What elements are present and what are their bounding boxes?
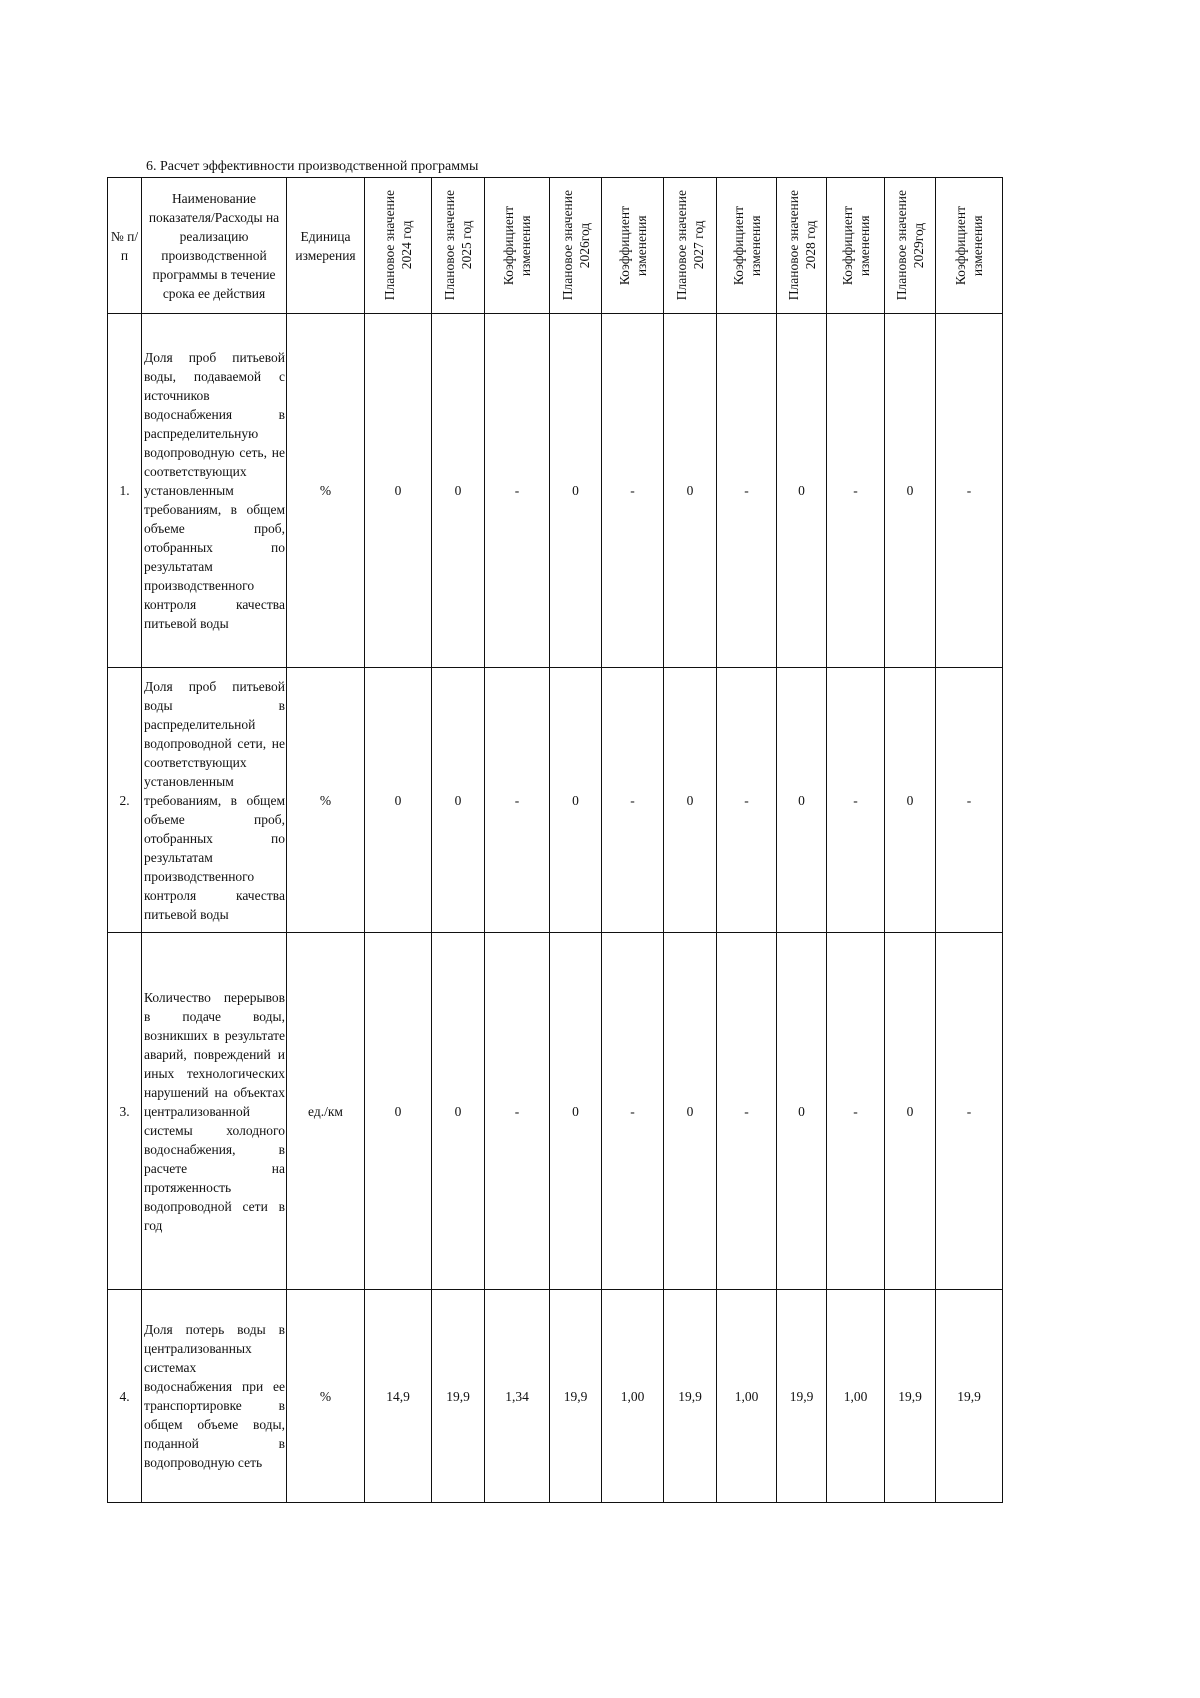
value-cell: 1,34 [484, 1289, 550, 1503]
value-cell: 0 [431, 667, 485, 933]
header-col-label: Плановое значение 2024 год [382, 190, 414, 301]
table-row: 1. Доля проб питьевой воды, подаваемой с … [107, 313, 1003, 668]
value-cell: 0 [663, 313, 717, 668]
value-cell: 19,9 [549, 1289, 602, 1503]
table-row: 2. Доля проб питьевой воды в распределите… [107, 667, 1003, 933]
value-cell: - [716, 667, 777, 933]
row-number: 2. [107, 667, 142, 933]
header-unit: Единица измерения [286, 177, 365, 314]
value-cell: 19,9 [431, 1289, 485, 1503]
table-row: 4. Доля потерь воды в централизованных си… [107, 1289, 1003, 1503]
indicator-name: Доля проб питьевой воды, подаваемой с ис… [141, 313, 287, 668]
unit: ед./км [286, 932, 365, 1290]
header-col: Плановое значение 2027 год [663, 177, 717, 314]
value-cell: 0 [364, 932, 432, 1290]
header-col-label: Коэффициент изменения [839, 205, 872, 286]
value-cell: 19,9 [884, 1289, 936, 1503]
value-cell: - [601, 313, 664, 668]
header-num: № п/п [107, 177, 142, 314]
unit: % [286, 313, 365, 668]
value-cell: - [484, 313, 550, 668]
value-cell: - [826, 932, 885, 1290]
value-cell: 0 [663, 932, 717, 1290]
value-cell: 0 [549, 667, 602, 933]
header-col: Плановое значение 2024 год [364, 177, 432, 314]
value-cell: 0 [549, 932, 602, 1290]
unit: % [286, 1289, 365, 1503]
header-col-label: Плановое значение 2026год [559, 190, 592, 301]
value-cell: - [935, 932, 1003, 1290]
value-cell: - [716, 313, 777, 668]
row-number: 1. [107, 313, 142, 668]
value-cell: 0 [884, 313, 936, 668]
value-cell: 19,9 [776, 1289, 827, 1503]
header-col: Коэффициент изменения [826, 177, 885, 314]
header-col: Коэффициент изменения [601, 177, 664, 314]
header-col-label: Коэффициент изменения [616, 205, 649, 286]
value-cell: 0 [776, 932, 827, 1290]
value-cell: 14,9 [364, 1289, 432, 1503]
header-col: Коэффициент изменения [935, 177, 1003, 314]
header-col-label: Коэффициент изменения [730, 205, 763, 286]
value-cell: - [935, 313, 1003, 668]
value-cell: 0 [663, 667, 717, 933]
indicator-name: Доля проб питьевой воды в распределитель… [141, 667, 287, 933]
row-number: 3. [107, 932, 142, 1290]
value-cell: 0 [364, 667, 432, 933]
value-cell: 0 [884, 932, 936, 1290]
unit: % [286, 667, 365, 933]
header-name: Наименование показателя/Расходы на реали… [141, 177, 287, 314]
indicator-name: Доля потерь воды в централизованных сист… [141, 1289, 287, 1503]
value-cell: - [484, 932, 550, 1290]
value-cell: 1,00 [716, 1289, 777, 1503]
value-cell: - [601, 667, 664, 933]
header-col: Коэффициент изменения [484, 177, 550, 314]
header-row: № п/п Наименование показателя/Расходы на… [107, 177, 1003, 314]
header-col: Плановое значение 2028 год [776, 177, 827, 314]
header-col-label: Коэффициент изменения [501, 205, 533, 286]
value-cell: - [826, 667, 885, 933]
header-col: Плановое значение 2029год [884, 177, 936, 314]
header-col-label: Плановое значение 2025 год [442, 190, 474, 301]
header-col-label: Плановое значение 2028 год [785, 190, 818, 301]
indicator-name: Количество перерывов в подаче воды, возн… [141, 932, 287, 1290]
value-cell: - [484, 667, 550, 933]
value-cell: 1,00 [826, 1289, 885, 1503]
value-cell: - [716, 932, 777, 1290]
value-cell: 0 [364, 313, 432, 668]
header-col-label: Коэффициент изменения [953, 205, 985, 286]
efficiency-table: № п/п Наименование показателя/Расходы на… [107, 177, 1003, 1503]
value-cell: - [935, 667, 1003, 933]
value-cell: 0 [776, 667, 827, 933]
value-cell: 0 [549, 313, 602, 668]
value-cell: 19,9 [935, 1289, 1003, 1503]
value-cell: 0 [431, 313, 485, 668]
value-cell: 19,9 [663, 1289, 717, 1503]
section-caption: 6. Расчет эффективности производственной… [146, 159, 479, 174]
row-number: 4. [107, 1289, 142, 1503]
value-cell: 1,00 [601, 1289, 664, 1503]
value-cell: 0 [431, 932, 485, 1290]
value-cell: 0 [776, 313, 827, 668]
value-cell: 0 [884, 667, 936, 933]
value-cell: - [826, 313, 885, 668]
header-col: Плановое значение 2025 год [431, 177, 485, 314]
header-col-label: Плановое значение 2027 год [674, 190, 706, 301]
header-col: Плановое значение 2026год [549, 177, 602, 314]
header-col-label: Плановое значение 2029год [894, 190, 926, 301]
header-col: Коэффициент изменения [716, 177, 777, 314]
value-cell: - [601, 932, 664, 1290]
table-row: 3. Количество перерывов в подаче воды, во… [107, 932, 1003, 1290]
